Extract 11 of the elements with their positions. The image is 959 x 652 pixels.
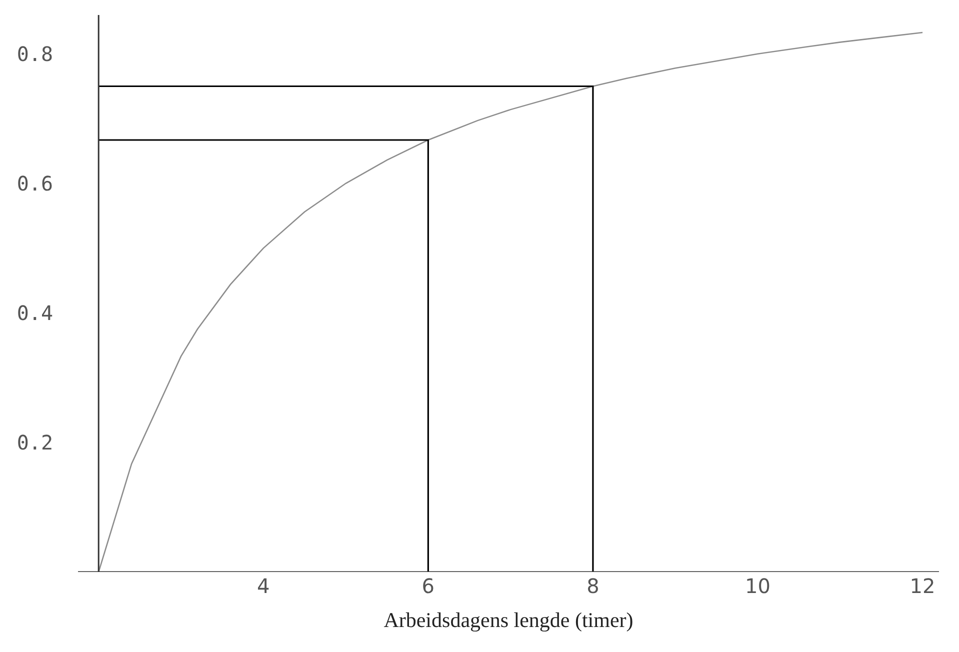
- x-tick-label: 6: [422, 574, 435, 598]
- x-tick-label: 12: [910, 574, 936, 598]
- x-tick-label: 10: [745, 574, 770, 598]
- y-tick-label: 0.8: [16, 42, 53, 66]
- y-tick-label: 0.2: [16, 430, 53, 454]
- x-tick-label: 8: [586, 574, 600, 598]
- line-series: [98, 32, 924, 572]
- x-axis-title: Arbeidsdagens lengde (timer): [384, 608, 634, 632]
- y-tick-label: 0.4: [16, 300, 53, 325]
- y-tick-label: 0.6: [16, 171, 53, 196]
- x-tick-label: 4: [257, 574, 270, 598]
